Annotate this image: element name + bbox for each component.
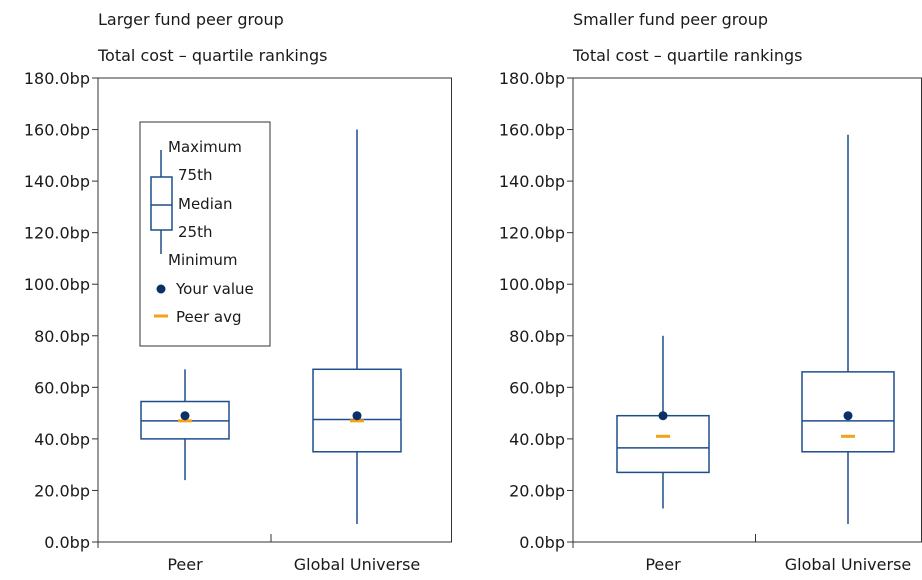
- left-peer-category-label: Peer: [167, 555, 203, 574]
- left-y-tick-label: 100.0bp: [24, 275, 90, 294]
- left-y-tick-label: 160.0bp: [24, 121, 90, 140]
- right-y-tick-label: 160.0bp: [499, 121, 565, 140]
- right-y-tick-label: 0.0bp: [519, 533, 565, 552]
- right-global-universe-your-value: [843, 411, 853, 421]
- right-y-tick-label: 140.0bp: [499, 172, 565, 191]
- left-global-universe-category-label: Global Universe: [294, 555, 421, 574]
- right-panel-subtitle: Total cost – quartile rankings: [572, 46, 802, 65]
- legend-label-median: Median: [178, 195, 233, 213]
- legend-label-25th: 25th: [178, 223, 212, 241]
- legend-label-minimum: Minimum: [168, 251, 238, 269]
- right-y-tick-label: 180.0bp: [499, 69, 565, 88]
- right-peer-box: [616, 414, 710, 474]
- left-y-tick-label: 180.0bp: [24, 69, 90, 88]
- left-y-tick-label: 0.0bp: [44, 533, 90, 552]
- left-y-tick-label: 60.0bp: [34, 378, 90, 397]
- left-y-tick-label: 80.0bp: [34, 327, 90, 346]
- legend-label-maximum: Maximum: [168, 138, 242, 156]
- right-y-tick-label: 60.0bp: [509, 378, 565, 397]
- left-global-universe-your-value: [352, 411, 362, 421]
- right-panel-title: Smaller fund peer group: [573, 10, 768, 29]
- legend-box-glyph: [150, 176, 173, 231]
- right-y-tick-label: 100.0bp: [499, 275, 565, 294]
- legend-label-peer-avg: Peer avg: [176, 308, 242, 326]
- right-peer-category-label: Peer: [645, 555, 681, 574]
- legend-frame: [139, 121, 271, 347]
- left-plot: 0.0bp 20.0bp 40.0bp 60.0bp 80.0bp 100.0bp 120.…: [24, 69, 452, 574]
- right-y-tick-label: 40.0bp: [509, 430, 565, 449]
- left-y-tick-label: 20.0bp: [34, 481, 90, 500]
- right-y-tick-label: 80.0bp: [509, 327, 565, 346]
- left-panel-subtitle: Total cost – quartile rankings: [97, 46, 327, 65]
- right-y-tick-label: 20.0bp: [509, 481, 565, 500]
- left-y-tick-label: 120.0bp: [24, 224, 90, 243]
- legend: Maximum 75th Median 25th Minimum Your va…: [139, 121, 271, 347]
- left-y-tick-label: 40.0bp: [34, 430, 90, 449]
- legend-label-your-value: Your value: [175, 280, 254, 298]
- legend-your-value-marker: [156, 284, 166, 294]
- right-peer-your-value: [658, 411, 668, 421]
- left-peer-your-value: [180, 411, 190, 421]
- left-global-universe-box: [312, 368, 402, 453]
- right-y-tick-label: 120.0bp: [499, 224, 565, 243]
- legend-label-75th: 75th: [178, 166, 212, 184]
- left-panel-title: Larger fund peer group: [98, 10, 284, 29]
- left-y-tick-label: 140.0bp: [24, 172, 90, 191]
- right-plot: 0.0bp 20.0bp 40.0bp 60.0bp 80.0bp 100.0bp 120.…: [499, 69, 922, 574]
- right-global-universe-category-label: Global Universe: [785, 555, 912, 574]
